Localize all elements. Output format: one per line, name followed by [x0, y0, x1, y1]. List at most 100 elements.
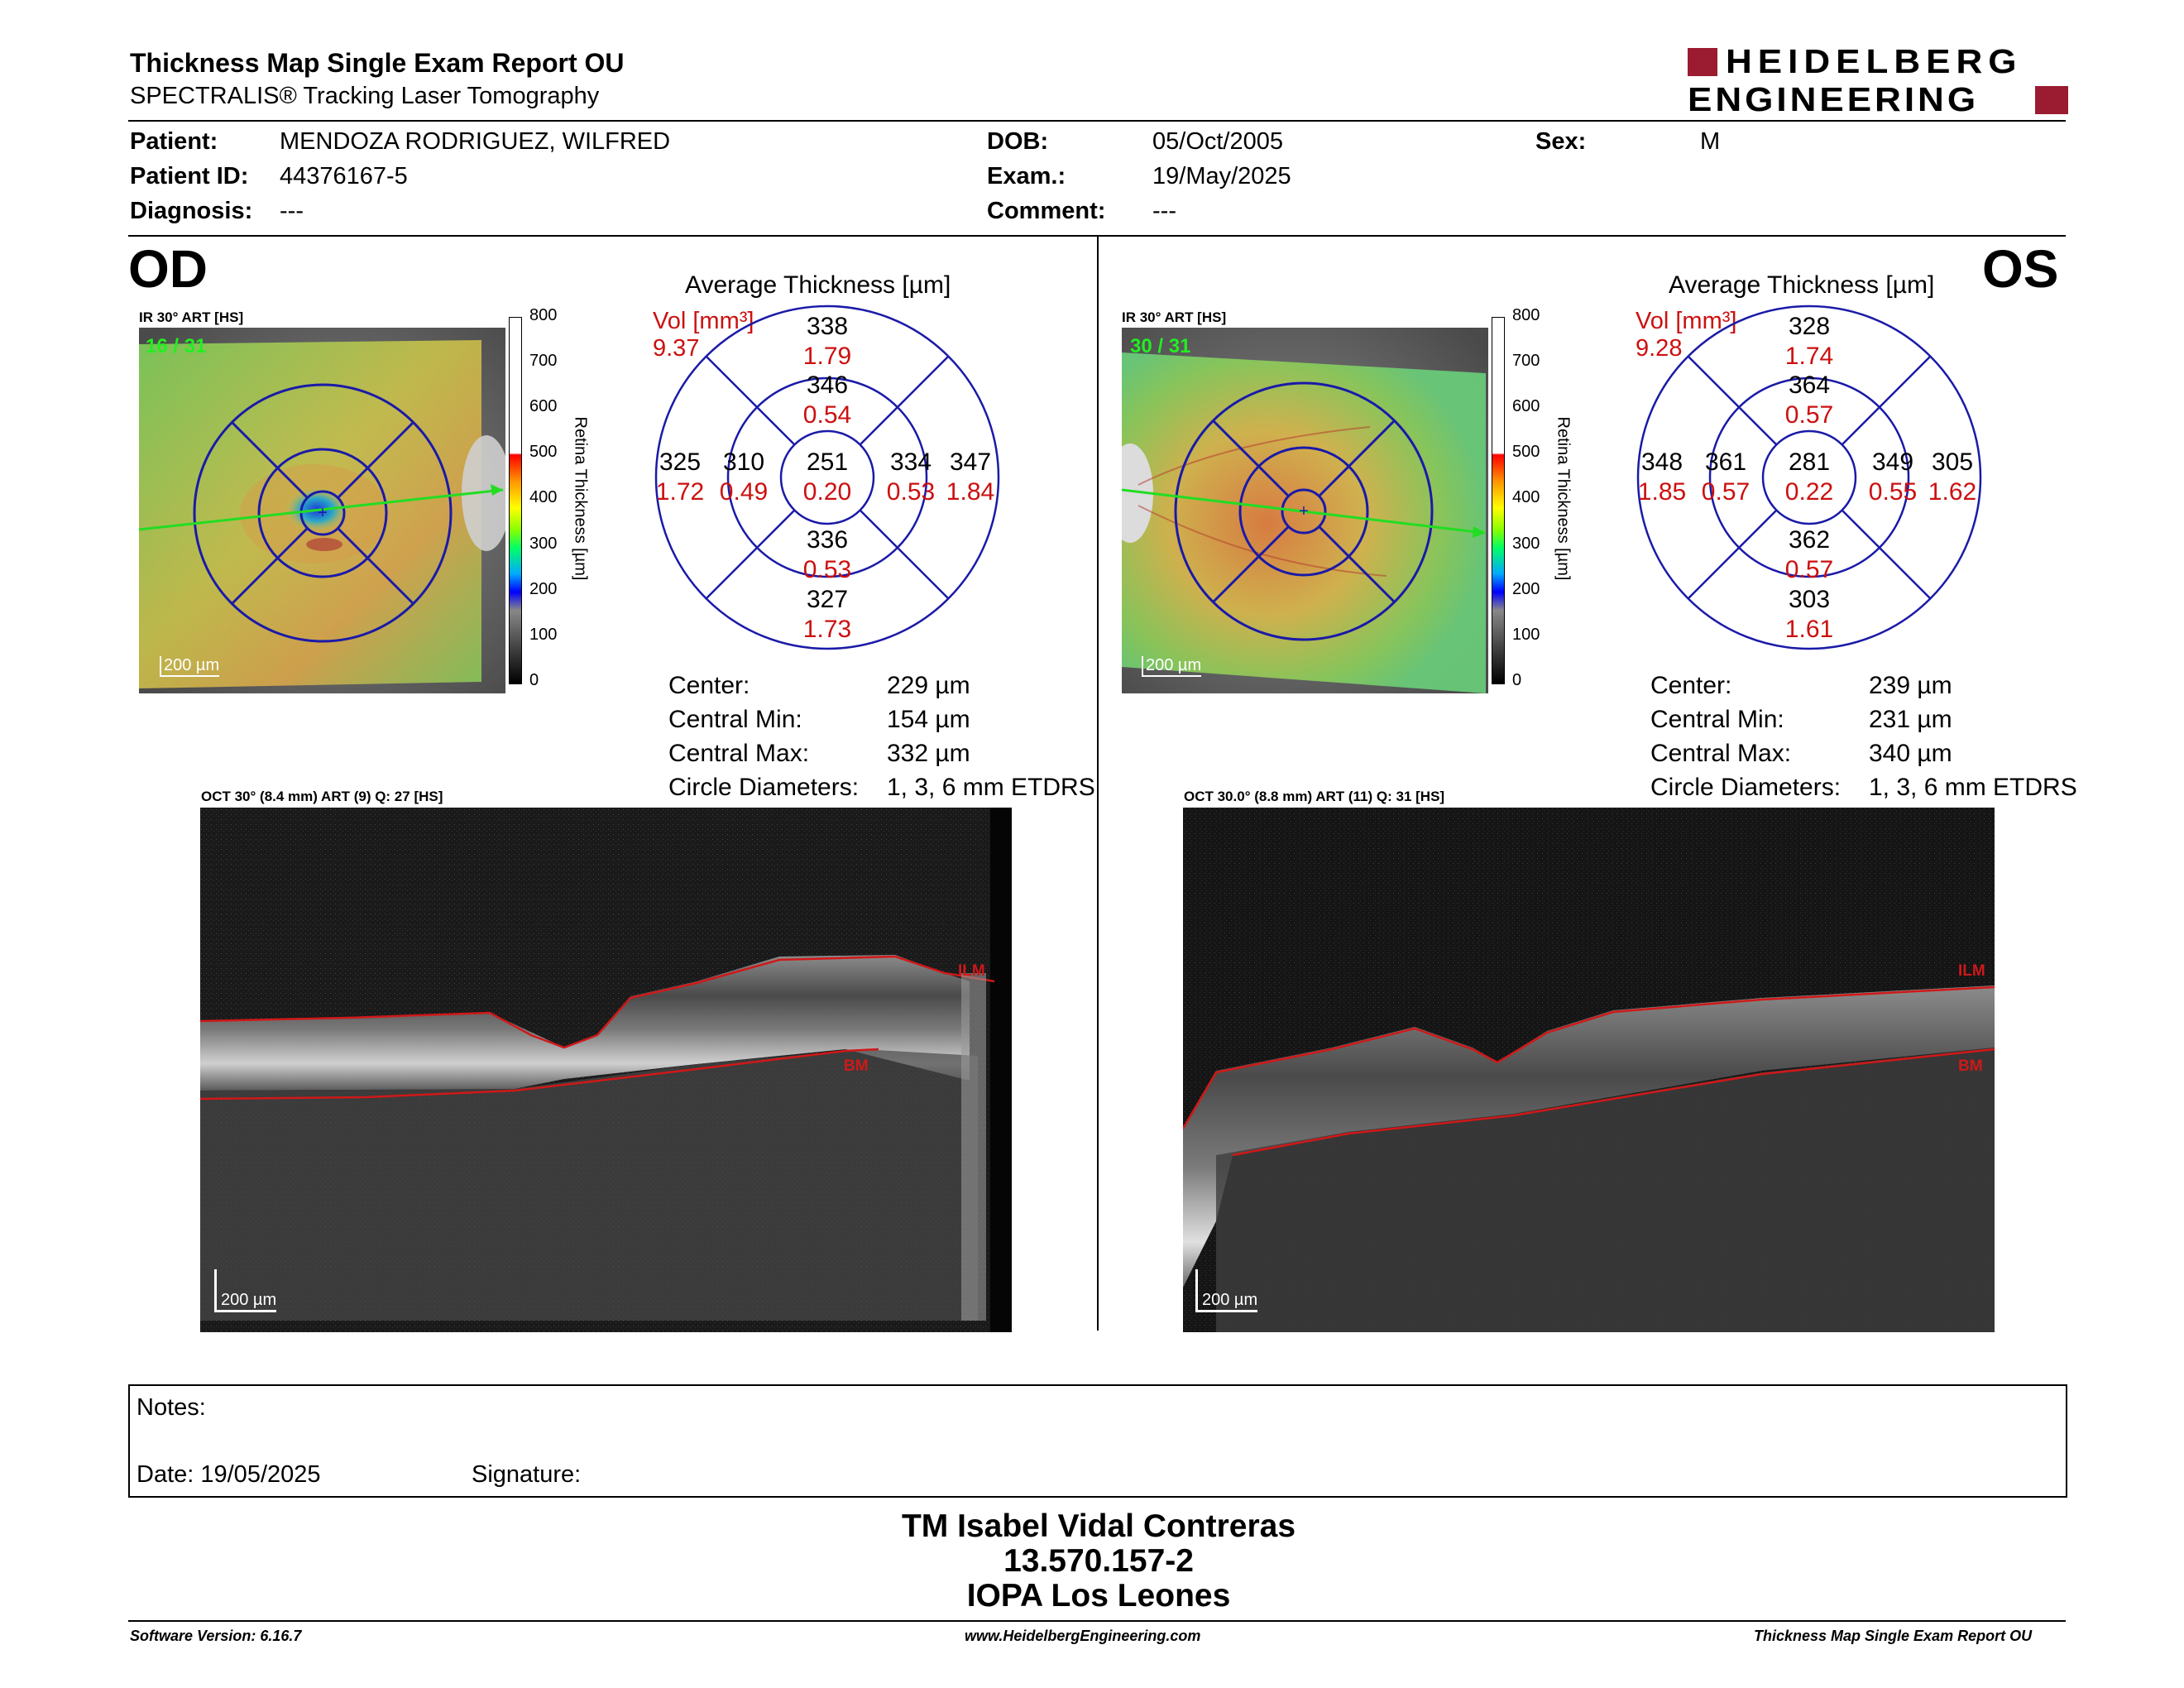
scale-tick-0: 0 [1512, 671, 1522, 689]
od-inner-temporal: 310 0.49 [706, 448, 781, 507]
od-min-label: Central Min: [668, 706, 802, 733]
od-scale-ticks: 800 700 600 500 400 300 200 100 0 [529, 306, 563, 695]
od-max-label: Central Max: [668, 740, 810, 767]
volume-value: 0.57 [1701, 478, 1751, 506]
os-max-value: 340 µm [1869, 740, 1952, 767]
thickness-value: 328 [1788, 313, 1831, 340]
od-oct-scalebar: 200 µm [214, 1269, 277, 1312]
volume-value: 1.61 [1784, 616, 1834, 643]
volume-value: 0.53 [802, 556, 852, 583]
thickness-value: 303 [1788, 586, 1831, 613]
os-sector-values: 328 1.74 364 0.57 348 1.85 361 0.57 281 0.22 … [1636, 304, 1983, 651]
os-ilm-label: ILM [1958, 962, 1985, 980]
od-eye-label: OD [128, 239, 208, 299]
volume-value: 0.53 [886, 478, 936, 506]
os-inner-superior: 364 0.57 [1768, 371, 1851, 430]
scale-tick-300: 300 [1512, 535, 1540, 553]
od-oct-bscan [200, 808, 1012, 1332]
od-center-label: Center: [668, 672, 750, 699]
os-fundus-scalebar: 200 µm [1142, 656, 1202, 677]
logo-line-1: HEIDELBERG [1726, 43, 2023, 81]
thickness-value: 336 [806, 526, 849, 554]
patient-label: Patient: [130, 128, 218, 155]
thickness-value: 251 [806, 448, 849, 476]
footer-rule [128, 1620, 2066, 1622]
notes-label: Notes: [136, 1394, 206, 1421]
header-rule-top [128, 120, 2066, 122]
os-oct-svg [1183, 808, 1995, 1332]
scale-tick-400: 400 [529, 488, 558, 506]
os-etdrs-grid [1636, 305, 1982, 650]
thickness-value: 305 [1931, 448, 1974, 476]
diagnosis-label: Diagnosis: [130, 198, 253, 224]
od-outer-nasal: 347 1.84 [935, 448, 1006, 507]
od-bm-label: BM [844, 1057, 869, 1075]
os-inner-nasal: 349 0.55 [1856, 448, 1930, 507]
thickness-value: 349 [1871, 448, 1914, 476]
volume-value: 0.57 [1784, 401, 1834, 429]
od-circle-label: Circle Diameters: [668, 774, 860, 801]
os-inner-inferior: 362 0.57 [1768, 525, 1851, 585]
os-fundus-image: + [1122, 328, 1488, 693]
os-min-label: Central Min: [1650, 706, 1784, 733]
os-max-label: Central Max: [1650, 740, 1792, 767]
footer-website[interactable]: www.HeidelbergEngineering.com [965, 1628, 1201, 1644]
thickness-value: 362 [1788, 526, 1831, 554]
od-fundus-svg: + [139, 328, 505, 693]
patient-name: MENDOZA RODRIGUEZ, WILFRED [280, 128, 671, 155]
od-inner-nasal: 334 0.53 [874, 448, 948, 507]
od-circle-value: 1, 3, 6 mm ETDRS [887, 774, 1095, 801]
logo-line-2: ENGINEERING [1688, 81, 1980, 119]
heidelberg-logo: HEIDELBERG ENGINEERING [1688, 43, 2068, 119]
footer-report-name: Thickness Map Single Exam Report OU [1754, 1628, 2033, 1644]
header-rule-bottom [128, 235, 2066, 237]
os-color-scale [1492, 317, 1505, 684]
thickness-value: 361 [1704, 448, 1747, 476]
scale-tick-800: 800 [1512, 306, 1540, 324]
od-max-value: 332 µm [887, 740, 970, 767]
os-frame-counter: 30 / 31 [1130, 335, 1191, 357]
od-avg-title: Average Thickness [µm] [685, 271, 951, 299]
volume-value: 0.54 [802, 401, 852, 429]
od-frame-counter: 16 / 31 [146, 335, 207, 357]
scale-tick-100: 100 [1512, 626, 1540, 644]
os-outer-superior: 328 1.74 [1768, 312, 1851, 372]
signer-id: 13.570.157-2 [1003, 1543, 1194, 1579]
signer-name: TM Isabel Vidal Contreras [901, 1508, 1296, 1544]
thickness-value: 310 [722, 448, 765, 476]
logo-red-square-top [1688, 48, 1717, 76]
exam-value: 19/May/2025 [1152, 163, 1291, 189]
os-center-label: Center: [1650, 672, 1732, 699]
scale-tick-300: 300 [529, 535, 558, 553]
svg-text:+: + [1299, 502, 1309, 520]
os-oct-bscan [1183, 808, 1995, 1332]
patient-id-value: 44376167-5 [280, 163, 408, 189]
os-circle-value: 1, 3, 6 mm ETDRS [1869, 774, 2077, 801]
signer-clinic: IOPA Los Leones [966, 1578, 1231, 1614]
os-avg-title: Average Thickness [µm] [1669, 271, 1935, 299]
volume-value: 0.55 [1868, 478, 1918, 506]
notes-box[interactable]: Notes: Date: 19/05/2025 Signature: [128, 1384, 2067, 1498]
os-inner-temporal: 361 0.57 [1688, 448, 1763, 507]
thickness-value: 327 [806, 586, 849, 613]
od-scale-label: Retina Thickness [µm] [571, 416, 590, 581]
od-min-value: 154 µm [887, 706, 970, 733]
thickness-value: 325 [659, 448, 702, 476]
scale-tick-600: 600 [1512, 397, 1540, 415]
od-oct-svg [200, 808, 1012, 1332]
scale-tick-400: 400 [1512, 488, 1540, 506]
dob-value: 05/Oct/2005 [1152, 128, 1283, 155]
os-outer-temporal: 348 1.85 [1636, 448, 1688, 507]
od-inner-superior: 346 0.54 [786, 371, 869, 430]
volume-value: 1.73 [802, 616, 852, 643]
od-ilm-label: ILM [958, 962, 985, 980]
od-center-value: 229 µm [887, 672, 970, 699]
os-oct-scalebar: 200 µm [1195, 1269, 1258, 1312]
os-center-value: 239 µm [1869, 672, 1952, 699]
os-ir-label: IR 30° ART [HS] [1122, 309, 1227, 325]
thickness-value: 334 [889, 448, 932, 476]
signature-block: TM Isabel Vidal Contreras 13.570.157-2 I… [850, 1509, 1347, 1614]
od-vol-total: 9.37 [653, 335, 700, 362]
od-outer-inferior: 327 1.73 [786, 585, 869, 645]
os-vol-total: 9.28 [1636, 335, 1683, 362]
